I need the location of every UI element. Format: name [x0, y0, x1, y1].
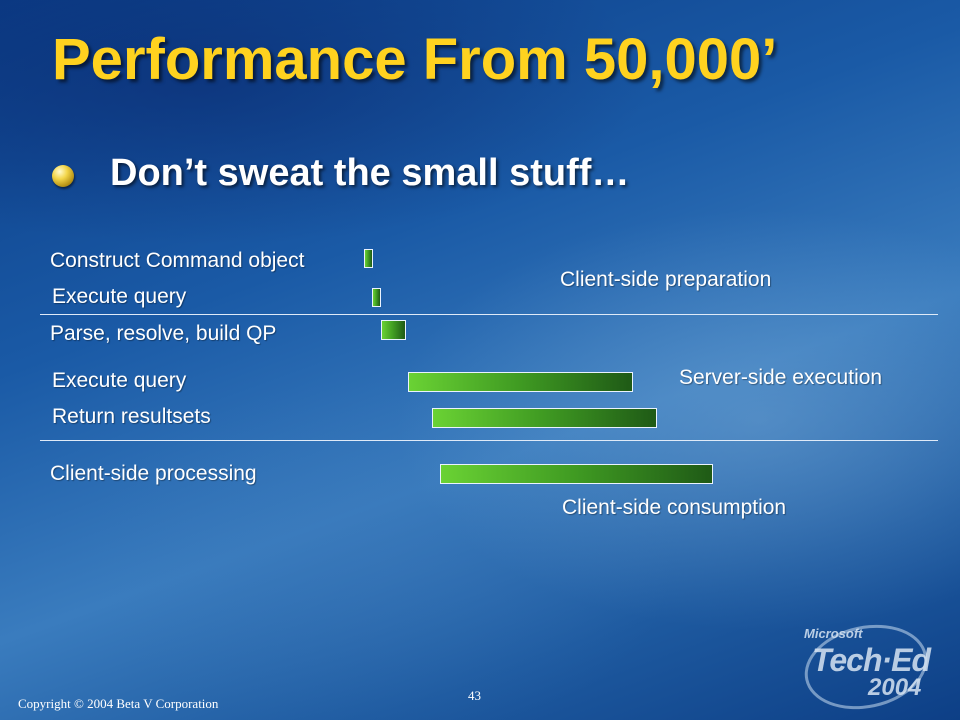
teched-logo: Microsoft Tech·Ed 2004: [796, 614, 936, 720]
step-label-return-resultsets: Return resultsets: [52, 405, 211, 428]
slide-title: Performance From 50,000’: [52, 27, 778, 92]
step-bar-execute-query-server: [408, 372, 633, 392]
phase-divider: [40, 314, 938, 315]
logo-year-text: 2004: [868, 674, 922, 701]
phase-label-server-exec: Server-side execution: [679, 366, 883, 389]
logo-teched-text: Tech·Ed: [812, 642, 931, 678]
step-bar-parse-resolve: [381, 320, 406, 340]
step-label-client-processing: Client-side processing: [50, 462, 257, 485]
bullet-icon: [52, 165, 74, 187]
step-bar-execute-query-client: [372, 288, 381, 307]
step-label-execute-query-client: Execute query: [52, 285, 187, 308]
bullet-text: Don’t sweat the small stuff…: [110, 152, 630, 194]
page-number: 43: [468, 688, 481, 703]
step-bar-return-resultsets: [432, 408, 657, 428]
step-bar-client-processing: [440, 464, 713, 484]
step-label-parse-resolve: Parse, resolve, build QP: [50, 322, 277, 345]
copyright-text: Copyright © 2004 Beta V Corporation: [18, 696, 219, 711]
logo-microsoft-text: Microsoft: [804, 626, 863, 641]
step-bar-construct-command: [364, 249, 373, 268]
phase-divider: [40, 440, 938, 441]
step-label-execute-query-server: Execute query: [52, 369, 187, 392]
step-label-construct-command: Construct Command object: [50, 249, 305, 272]
phase-label-client-prep: Client-side preparation: [560, 268, 772, 291]
phase-label-client-consume: Client-side consumption: [562, 496, 787, 519]
